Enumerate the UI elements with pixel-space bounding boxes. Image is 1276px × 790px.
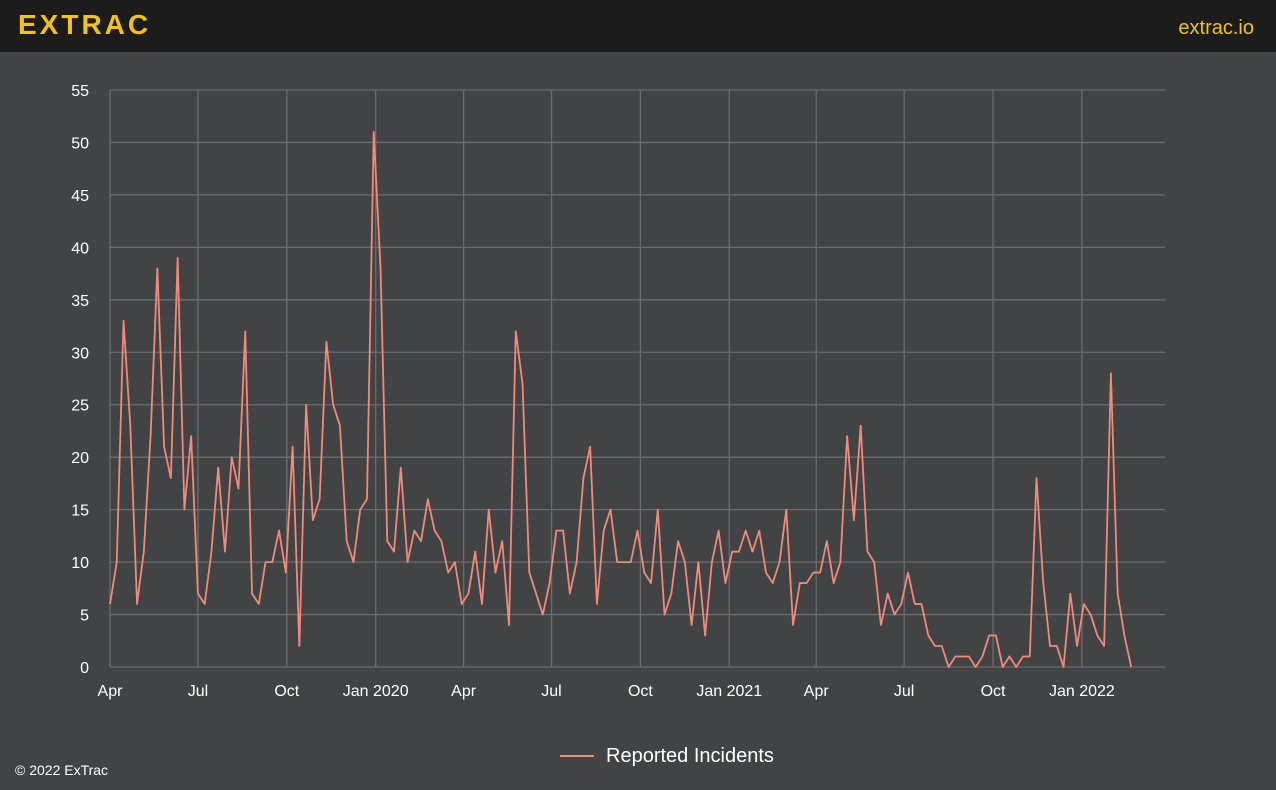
chart-legend: Reported Incidents [560, 744, 774, 768]
extrac-logo: EXTRAC [18, 9, 152, 40]
y-tick-label: 40 [71, 240, 89, 257]
x-tick-label: Oct [274, 683, 299, 700]
x-tick-label: Jul [894, 683, 914, 700]
x-tick-label: Jan 2022 [1049, 683, 1115, 700]
x-tick-label: Oct [628, 683, 653, 700]
y-tick-label: 20 [71, 450, 89, 467]
y-tick-label: 25 [71, 398, 89, 415]
y-axis-ticks: 0 5 10 15 20 25 30 35 40 45 50 55 [71, 83, 89, 677]
legend-label: Reported Incidents [606, 744, 774, 767]
y-tick-label: 30 [71, 345, 89, 362]
chart-grid [109, 89, 1165, 668]
copyright-footer: © 2022 ExTrac [15, 762, 109, 778]
x-tick-label: Oct [981, 683, 1006, 700]
x-tick-label: Jul [541, 683, 561, 700]
y-tick-label: 0 [80, 660, 89, 677]
y-tick-label: 55 [71, 83, 89, 100]
x-tick-label: Jan 2021 [696, 683, 762, 700]
series-line-reported-incidents [109, 131, 1133, 668]
y-tick-label: 10 [71, 555, 89, 572]
y-tick-label: 50 [71, 135, 89, 152]
x-tick-label: Jul [188, 683, 208, 700]
y-tick-label: 5 [80, 608, 89, 625]
top-bar: EXTRAC extrac.io [0, 0, 1276, 52]
site-link[interactable]: extrac.io [1178, 17, 1254, 39]
x-tick-label: Apr [98, 683, 124, 700]
x-tick-label: Apr [451, 683, 477, 700]
y-tick-label: 45 [71, 188, 89, 205]
x-tick-label: Jan 2020 [343, 683, 409, 700]
x-axis-ticks: Apr Jul Oct Jan 2020 Apr Jul Oct Jan 2021 Apr Jul… [98, 683, 1115, 700]
series-lines [109, 131, 1133, 668]
y-tick-label: 35 [71, 293, 89, 310]
x-tick-label: Apr [804, 683, 830, 700]
y-tick-label: 15 [71, 503, 89, 520]
legend-line-swatch [560, 755, 594, 757]
